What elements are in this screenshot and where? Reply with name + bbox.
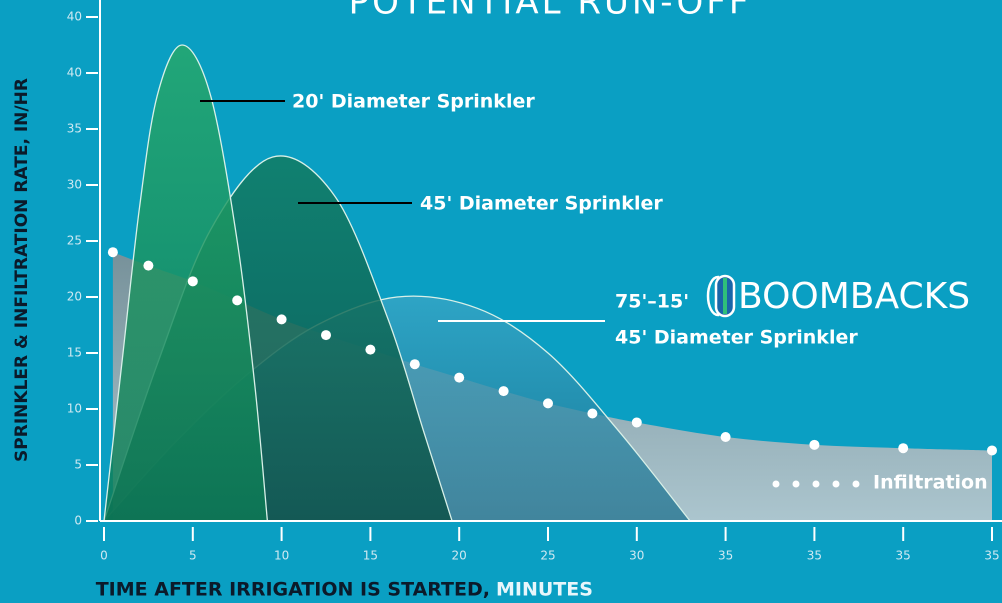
y-tick-label: 25	[67, 234, 82, 248]
legend-dot	[772, 480, 780, 488]
infiltration-dot	[720, 432, 731, 442]
series-label: 45' Diameter Sprinkler	[420, 193, 663, 215]
infiltration-dot	[187, 276, 198, 287]
legend-dot	[832, 480, 840, 488]
sprinkler-area	[103, 44, 269, 522]
x-tick-label: 35	[896, 549, 911, 563]
x-tick-label: 5	[189, 549, 197, 563]
x-tick-label: 25	[540, 549, 555, 563]
x-tick-label: 35	[718, 549, 733, 563]
infiltration-dot	[809, 439, 820, 450]
infiltration-dot	[498, 386, 509, 397]
x-tick-label: 20	[452, 549, 467, 563]
y-tick-label: 40	[67, 10, 82, 24]
brand: BOOMBACKS	[738, 276, 970, 317]
x-tick-label: 30	[629, 549, 644, 563]
legend-dot	[852, 480, 860, 488]
infiltration-dot	[365, 344, 376, 355]
infiltration-dot	[543, 398, 553, 409]
y-tick-label: 35	[67, 122, 82, 136]
logo-left	[706, 275, 720, 317]
infiltration-dot	[587, 408, 598, 419]
x-tick-label: 35	[984, 549, 999, 563]
chart-title: POTENTIAL RUN-OFF	[349, 0, 752, 23]
y-axis-label: SPRINKLER & INFILTRATION RATE, IN/HR	[12, 78, 32, 462]
x-tick-label: 0	[100, 549, 108, 563]
legend-dot	[792, 480, 800, 488]
y-tick-label: 10	[67, 402, 82, 416]
infiltration-dot	[987, 445, 997, 456]
legend-dot	[812, 480, 820, 488]
y-tick-label: 0	[74, 514, 82, 528]
y-tick-label: 20	[67, 290, 82, 304]
infiltration-dot	[321, 330, 331, 341]
legend-label: Infiltration	[873, 472, 988, 494]
series-label: 45' Diameter Sprinkler	[615, 327, 858, 349]
y-tick-label: 5	[74, 458, 82, 472]
y-tick-label: 15	[67, 346, 82, 360]
y-tick-label: 40	[67, 66, 82, 80]
infiltration-dot	[631, 417, 642, 428]
infiltration-dot	[143, 260, 154, 271]
y-tick-label: 30	[67, 178, 82, 192]
x-tick-label: 35	[807, 549, 822, 563]
x-tick-label: 15	[363, 549, 378, 563]
infiltration-dot	[898, 443, 909, 454]
infiltration-dot	[107, 247, 118, 258]
infiltration-dot	[409, 359, 420, 370]
infiltration-dot	[232, 295, 243, 306]
series-prefix: 75'–15'	[615, 291, 689, 313]
series-label: 20' Diameter Sprinkler	[292, 91, 535, 113]
x-axis-unit: MINUTES	[496, 579, 593, 601]
infiltration-dot	[276, 314, 287, 325]
x-axis-label: TIME AFTER IRRIGATION IS STARTED,	[96, 579, 490, 601]
x-tick-label: 10	[274, 549, 289, 563]
infiltration-dot	[454, 372, 465, 383]
